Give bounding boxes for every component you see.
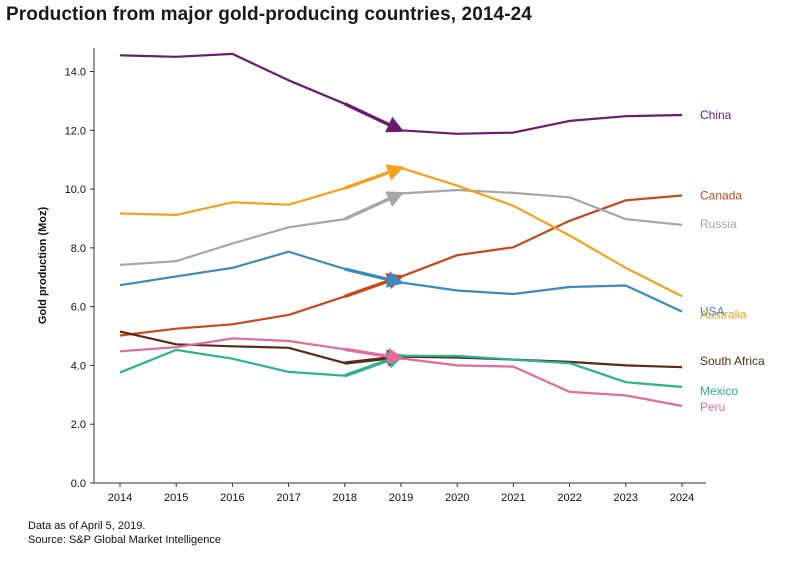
chart-footer: Data as of April 5, 2019. Source: S&P Gl…: [28, 519, 221, 547]
x-tick-label: 2024: [670, 492, 694, 504]
series-line-china: [119, 52, 683, 135]
series-label-mexico: Mexico: [700, 384, 738, 398]
series-label-russia: Russia: [700, 217, 737, 231]
x-tick-label: 2017: [276, 492, 300, 504]
y-tick-label: 10.0: [65, 184, 86, 196]
x-tick-label: 2018: [333, 492, 357, 504]
forecast-arrow-peru: [344, 347, 405, 365]
x-tick-label: 2020: [445, 492, 469, 504]
series-line-mexico: [119, 348, 683, 388]
series-label-canada: Canada: [700, 189, 742, 203]
series-label-peru: Peru: [700, 400, 725, 414]
y-tick-label: 0.0: [71, 478, 86, 490]
chart-frame: 0.0 2.0 4.0 6.0 8.0 10.0 12.0 14.0 2014 2015 2016 2…: [26, 38, 776, 516]
series-label-australia: Australia: [700, 307, 747, 321]
x-tick-label: 2019: [389, 492, 413, 504]
series-lines: [119, 52, 683, 408]
y-tick-label: 4.0: [71, 360, 86, 372]
y-tick-label: 2.0: [71, 419, 86, 431]
series-label-usa: USA: [700, 305, 725, 319]
source-note: Source: S&P Global Market Intelligence: [28, 534, 222, 546]
series-line-south-africa: [119, 330, 683, 369]
data-date-note: Data as of April 5, 2019.: [28, 520, 146, 532]
series-label-china: China: [700, 108, 732, 122]
x-tick-label: 2021: [501, 492, 525, 504]
axes: 0.0 2.0 4.0 6.0 8.0 10.0 12.0 14.0 2014 2015 2016 2…: [37, 48, 706, 504]
y-tick-label: 12.0: [65, 125, 86, 137]
x-tick-label: 2016: [220, 492, 244, 504]
forecast-arrow-china: [344, 102, 405, 133]
x-tick-label: 2014: [108, 492, 132, 504]
x-tick-label: 2023: [614, 492, 638, 504]
line-chart: 0.0 2.0 4.0 6.0 8.0 10.0 12.0 14.0 2014 2015 2016 2…: [37, 48, 765, 504]
forecast-arrow-usa: [344, 267, 405, 288]
forecast-arrow-australia: [344, 164, 405, 190]
x-tick-label: 2022: [557, 492, 581, 504]
chart-title: Production from major gold-producing cou…: [6, 4, 532, 25]
y-tick-label: 6.0: [71, 302, 86, 314]
y-axis-title: Gold production (Moz): [37, 207, 49, 325]
x-tick-label: 2015: [164, 492, 188, 504]
y-tick-label: 8.0: [71, 243, 86, 255]
y-tick-label: 14.0: [65, 67, 86, 79]
series-label-south-africa: South Africa: [700, 354, 765, 368]
series-line-russia: [119, 188, 683, 266]
forecast-arrow-russia: [344, 191, 405, 221]
series-line-canada: [119, 194, 683, 337]
